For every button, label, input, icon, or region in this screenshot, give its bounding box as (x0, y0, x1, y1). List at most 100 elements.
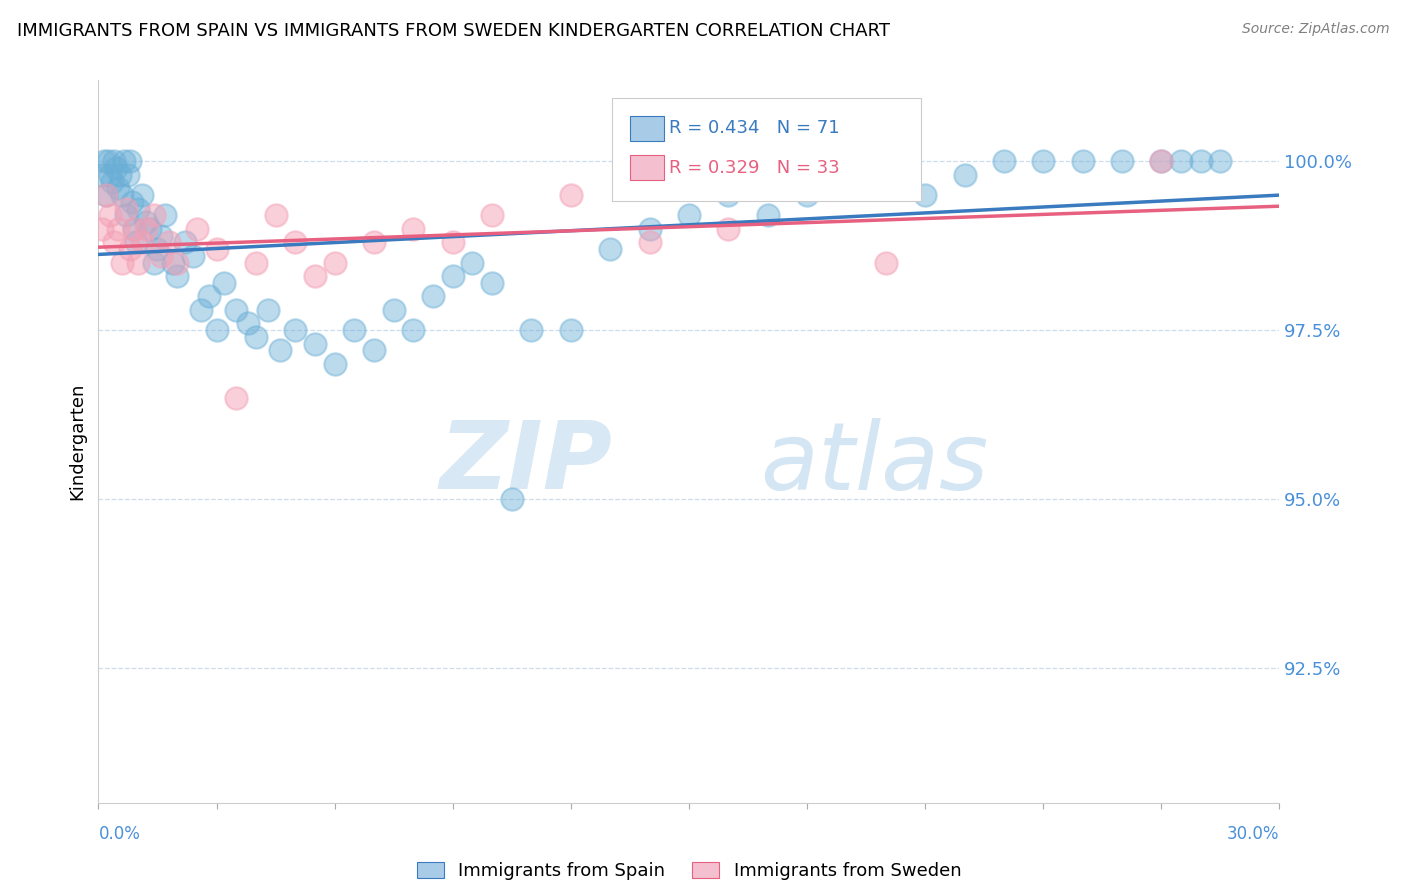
Point (245, 255, 267, 269)
Point (717, 188, 740, 202)
Point (115, 208, 138, 222)
Point (560, 188, 582, 202)
Point (205, 323, 228, 337)
Point (914, 188, 936, 202)
Point (245, 330, 267, 344)
Point (441, 269, 464, 284)
Point (225, 302, 247, 317)
Point (107, 181, 129, 195)
Point (1209, 154, 1232, 169)
Point (422, 289, 444, 303)
Point (323, 357, 346, 371)
Point (225, 391, 247, 405)
Point (105, 161, 128, 175)
Point (256, 302, 278, 317)
Text: R = 0.329   N = 33: R = 0.329 N = 33 (669, 159, 839, 177)
Point (304, 336, 326, 351)
Point (481, 208, 503, 222)
Point (520, 323, 543, 337)
Point (501, 491, 523, 506)
Point (115, 202, 138, 216)
Point (131, 235, 153, 250)
Point (150, 249, 173, 263)
Point (678, 208, 700, 222)
Point (284, 235, 307, 250)
Point (796, 188, 818, 202)
Point (1150, 154, 1173, 169)
Point (117, 168, 139, 182)
Point (1071, 154, 1094, 169)
Point (304, 269, 326, 284)
Point (131, 188, 153, 202)
Point (146, 242, 169, 256)
Point (166, 269, 188, 284)
Point (481, 276, 503, 290)
Point (1150, 154, 1173, 169)
Text: ZIP: ZIP (439, 417, 612, 509)
Point (135, 222, 157, 236)
Point (127, 202, 149, 216)
Point (103, 154, 125, 169)
Point (98, 208, 121, 222)
Point (162, 255, 184, 269)
Point (284, 323, 307, 337)
Point (112, 154, 135, 169)
Point (402, 323, 425, 337)
Point (197, 289, 219, 303)
Point (835, 168, 858, 182)
Point (108, 168, 131, 182)
Point (717, 222, 740, 236)
Point (382, 302, 405, 317)
Point (236, 317, 259, 331)
Point (264, 208, 287, 222)
Point (205, 242, 228, 256)
Point (441, 235, 464, 250)
Point (461, 255, 484, 269)
Point (122, 222, 145, 236)
Point (142, 255, 165, 269)
Point (142, 208, 165, 222)
Point (166, 255, 188, 269)
Point (157, 235, 180, 250)
Point (93, 154, 115, 169)
Point (91, 168, 114, 182)
Point (98, 168, 121, 182)
Point (181, 249, 204, 263)
Point (118, 242, 141, 256)
Point (1170, 154, 1192, 169)
Point (343, 323, 366, 337)
Point (111, 188, 134, 202)
Point (875, 255, 897, 269)
Point (118, 154, 141, 169)
Point (638, 222, 661, 236)
Point (186, 222, 208, 236)
Point (190, 302, 212, 317)
Point (127, 255, 149, 269)
Text: atlas: atlas (759, 417, 988, 508)
Point (122, 222, 145, 236)
Point (91, 222, 114, 236)
Legend: Immigrants from Spain, Immigrants from Sweden: Immigrants from Spain, Immigrants from S… (409, 855, 969, 888)
Point (1032, 154, 1054, 169)
Point (1189, 154, 1212, 169)
Text: R = 0.434   N = 71: R = 0.434 N = 71 (669, 120, 839, 137)
Y-axis label: Kindergarten: Kindergarten (69, 383, 87, 500)
Point (323, 255, 346, 269)
Point (269, 343, 291, 358)
Point (1111, 154, 1133, 169)
Point (875, 154, 897, 169)
Point (214, 276, 236, 290)
Point (150, 228, 173, 243)
Point (174, 235, 197, 250)
Point (363, 235, 385, 250)
Point (363, 343, 385, 358)
Point (97, 154, 120, 169)
Text: Source: ZipAtlas.com: Source: ZipAtlas.com (1241, 22, 1389, 37)
Point (155, 208, 177, 222)
Point (560, 323, 582, 337)
Point (111, 255, 134, 269)
Point (125, 235, 148, 250)
Text: 30.0%: 30.0% (1227, 825, 1279, 843)
Point (638, 235, 661, 250)
Point (121, 194, 143, 209)
